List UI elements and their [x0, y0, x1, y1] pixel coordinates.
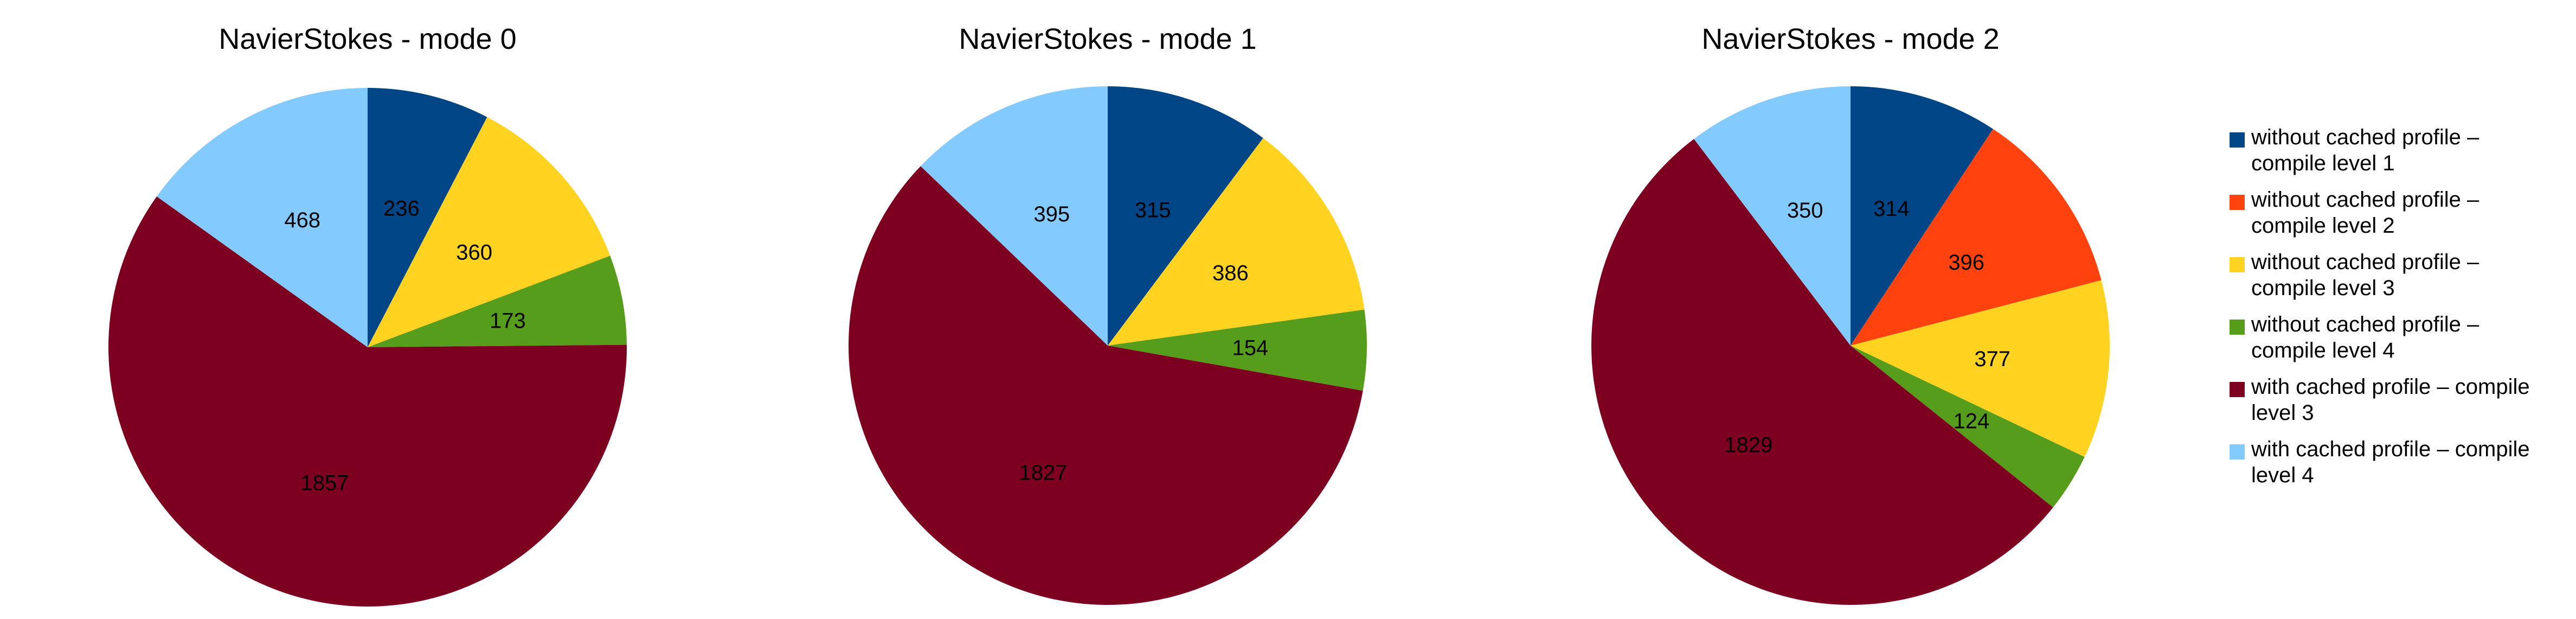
legend-swatch [2230, 320, 2245, 335]
legend-label: without cached profile – [2251, 250, 2479, 274]
pie-slice [1591, 139, 2053, 605]
legend-label: without cached profile – [2251, 312, 2479, 336]
pie-slice [1108, 138, 1365, 346]
pie-chart-0: NavierStokes - mode 0 236 360 173 1857 468 [108, 23, 627, 607]
pie-slice [157, 88, 368, 347]
slice-value-label: 395 [1033, 202, 1070, 226]
chart-title: NavierStokes - mode 2 [1701, 23, 1999, 55]
slice-value-label: 350 [1787, 199, 1823, 222]
pie-slice [1108, 309, 1367, 391]
slice-value-label: 124 [1954, 409, 1990, 433]
legend-label: without cached profile – [2251, 125, 2479, 149]
slice-value-label: 386 [1212, 261, 1249, 285]
legend-label: compile level 4 [2251, 339, 2395, 362]
slice-value-label: 1857 [300, 471, 349, 495]
legend-swatch [2230, 444, 2245, 460]
pie-slice [1851, 280, 2110, 457]
slice-value-label: 1827 [1019, 461, 1068, 484]
pie-slice [848, 166, 1363, 605]
slice-value-label: 468 [284, 208, 320, 232]
legend-label: level 3 [2251, 401, 2314, 425]
legend-swatch [2230, 195, 2245, 210]
slice-value-label: 173 [490, 309, 526, 333]
slice-value-label: 377 [1974, 347, 2010, 371]
legend-entry: without cached profile –compile level 2 [2230, 188, 2479, 238]
pie-chart-2: NavierStokes - mode 2 314 396 377 124 1829 350 [1591, 23, 2110, 605]
legend-swatch [2230, 132, 2245, 148]
pie-slice [368, 117, 611, 347]
pie-slice [108, 196, 627, 607]
pie-slice [1851, 86, 1993, 346]
legend-label: with cached profile – compile [2251, 437, 2530, 461]
pie-slice [368, 256, 627, 347]
slice-value-label: 1829 [1724, 433, 1772, 457]
slice-value-label: 154 [1232, 336, 1269, 360]
pie-chart-1: NavierStokes - mode 1 315 386 154 1827 395 [848, 23, 1367, 605]
legend-label: with cached profile – compile [2251, 375, 2530, 399]
slice-value-label: 236 [383, 197, 420, 221]
slice-value-label: 314 [1873, 197, 1910, 221]
pie-slice [1851, 346, 2085, 508]
chart-title: NavierStokes - mode 1 [959, 23, 1256, 55]
pie-slice [368, 88, 487, 347]
legend-entry: without cached profile –compile level 1 [2230, 125, 2479, 175]
pie-charts-group: NavierStokes - mode 02363601731857468Nav… [108, 23, 2110, 607]
legend-label: compile level 3 [2251, 276, 2395, 300]
chart-title: NavierStokes - mode 0 [219, 23, 516, 55]
pie-slice [1694, 86, 1851, 346]
legend-label: without cached profile – [2251, 188, 2479, 212]
pie-slice [1851, 129, 2102, 346]
legend-label: compile level 1 [2251, 151, 2395, 175]
slice-value-label: 396 [1948, 251, 1984, 275]
slice-value-label: 315 [1135, 199, 1171, 222]
pie-slice [920, 86, 1108, 346]
legend-swatch [2230, 382, 2245, 397]
legend-swatch [2230, 257, 2245, 272]
legend-entry: without cached profile –compile level 3 [2230, 250, 2479, 300]
legend-label: compile level 2 [2251, 214, 2395, 238]
slice-value-label: 360 [456, 241, 492, 265]
legend: without cached profile –compile level 1w… [2230, 125, 2530, 487]
legend-label: level 4 [2251, 463, 2314, 487]
legend-entry: without cached profile – compile level 4 [2230, 312, 2479, 362]
pie-slice [1108, 86, 1263, 346]
